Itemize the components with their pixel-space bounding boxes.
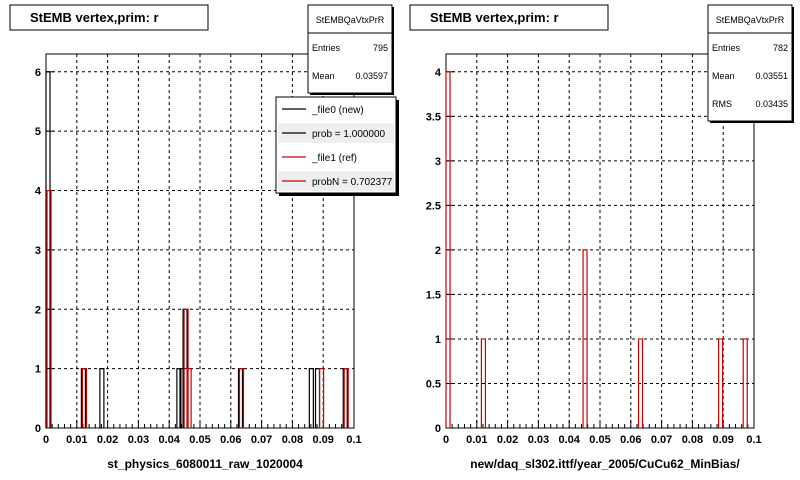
y-tick-label: 0.5 <box>426 378 441 390</box>
x-tick-label: 0 <box>443 434 449 446</box>
x-tick-label: 0.05 <box>589 434 610 446</box>
histogram-bin <box>179 368 185 428</box>
x-tick-label: 0.02 <box>97 434 118 446</box>
stats-label: Entries <box>712 43 741 53</box>
stats-value: 782 <box>773 43 788 53</box>
stats-label: Mean <box>712 71 735 81</box>
y-tick-label: 3 <box>35 245 41 257</box>
stats-value: 0.03597 <box>355 71 388 81</box>
x-tick-label: 0 <box>43 434 49 446</box>
histogram-bin <box>717 338 724 428</box>
legend-label: probN = 0.702377 <box>312 177 393 188</box>
x-tick-label: 0.1 <box>746 434 761 446</box>
x-tick-label: 0.03 <box>528 434 549 446</box>
x-tick-label: 0.1 <box>346 434 361 446</box>
legend-row-bg <box>278 171 394 191</box>
chart-title: StEMB vertex,prim: r <box>430 10 559 25</box>
stats-box <box>307 4 393 94</box>
x-tick-label: 0.08 <box>682 434 703 446</box>
x-tick-label: 0.06 <box>620 434 641 446</box>
histogram-bin <box>582 249 588 428</box>
y-tick-label: 1 <box>35 364 41 376</box>
y-tick-label: 3 <box>435 156 441 168</box>
histogram-bin <box>318 368 325 428</box>
y-tick-label: 4 <box>35 186 42 198</box>
x-axis-label: st_physics_6080011_raw_1020004 <box>107 457 303 471</box>
x-tick-label: 0.01 <box>466 434 487 446</box>
title-box <box>9 4 209 31</box>
x-tick-label: 0.06 <box>220 434 241 446</box>
x-tick-label: 0.01 <box>66 434 87 446</box>
histogram-bin <box>480 338 487 428</box>
y-tick-label: 0 <box>435 423 441 435</box>
legend-label: prob = 1.000000 <box>312 129 386 140</box>
title-box <box>409 4 609 31</box>
x-tick-label: 0.04 <box>558 434 580 446</box>
histogram-bin <box>445 71 451 428</box>
stats-value: 0.03551 <box>755 71 788 81</box>
y-tick-label: 1 <box>435 334 441 346</box>
stats-value: 795 <box>373 43 388 53</box>
stats-value: 0.03435 <box>755 99 788 109</box>
y-tick-label: 2 <box>435 245 441 257</box>
y-tick-label: 4 <box>435 67 442 79</box>
histogram-bin <box>176 368 182 428</box>
y-tick-label: 6 <box>35 67 41 79</box>
x-tick-label: 0.03 <box>128 434 149 446</box>
stats-name: StEMBQaVtxPrR <box>716 15 785 25</box>
legend-row-bg <box>278 123 394 143</box>
y-tick-label: 2 <box>35 304 41 316</box>
x-tick-label: 0.02 <box>497 434 518 446</box>
histogram-bin <box>46 189 52 428</box>
histogram-panel-1: 0 0.01 0.02 0.03 0.04 0.05 0.06 0.07 0.08 0.09 0.1… <box>9 4 399 471</box>
histogram-bin <box>81 368 88 428</box>
y-tick-label: 5 <box>35 126 41 138</box>
y-tick-label: 3.5 <box>426 111 441 123</box>
stats-label: RMS <box>712 99 732 109</box>
x-tick-label: 0.09 <box>712 434 733 446</box>
histogram-bin <box>314 368 321 428</box>
legend-label: _file0 (new) <box>311 105 364 116</box>
x-tick-label: 0.09 <box>312 434 333 446</box>
x-tick-label: 0.04 <box>158 434 180 446</box>
x-tick-label: 0.05 <box>189 434 210 446</box>
histogram-bin <box>308 368 314 428</box>
y-tick-label: 2.5 <box>426 200 441 212</box>
x-tick-label: 0.07 <box>251 434 272 446</box>
chart-title: StEMB vertex,prim: r <box>30 10 159 25</box>
stats-box <box>707 4 793 122</box>
legend-label: _file1 (ref) <box>311 153 357 164</box>
histogram-bin <box>45 71 51 428</box>
histogram-bin <box>238 368 245 428</box>
histogram-bin <box>99 368 105 428</box>
histogram-panel-2: 0 0.01 0.02 0.03 0.04 0.05 0.06 0.07 0.08 0.09 0.1… <box>409 4 794 471</box>
y-tick-label: 0 <box>35 423 41 435</box>
histogram-bin <box>186 368 192 428</box>
stats-label: Entries <box>312 43 341 53</box>
stats-name: StEMBQaVtxPrR <box>316 15 385 25</box>
x-tick-label: 0.08 <box>282 434 303 446</box>
histogram-bin <box>742 338 748 428</box>
histogram-bin <box>343 368 349 428</box>
x-axis-label: new/daq_sl302.ittf/year_2005/CuCu62_MinB… <box>470 457 740 471</box>
histogram-bin <box>637 338 644 428</box>
stats-label: Mean <box>312 71 335 81</box>
y-tick-label: 1.5 <box>426 289 441 301</box>
x-tick-label: 0.07 <box>651 434 672 446</box>
